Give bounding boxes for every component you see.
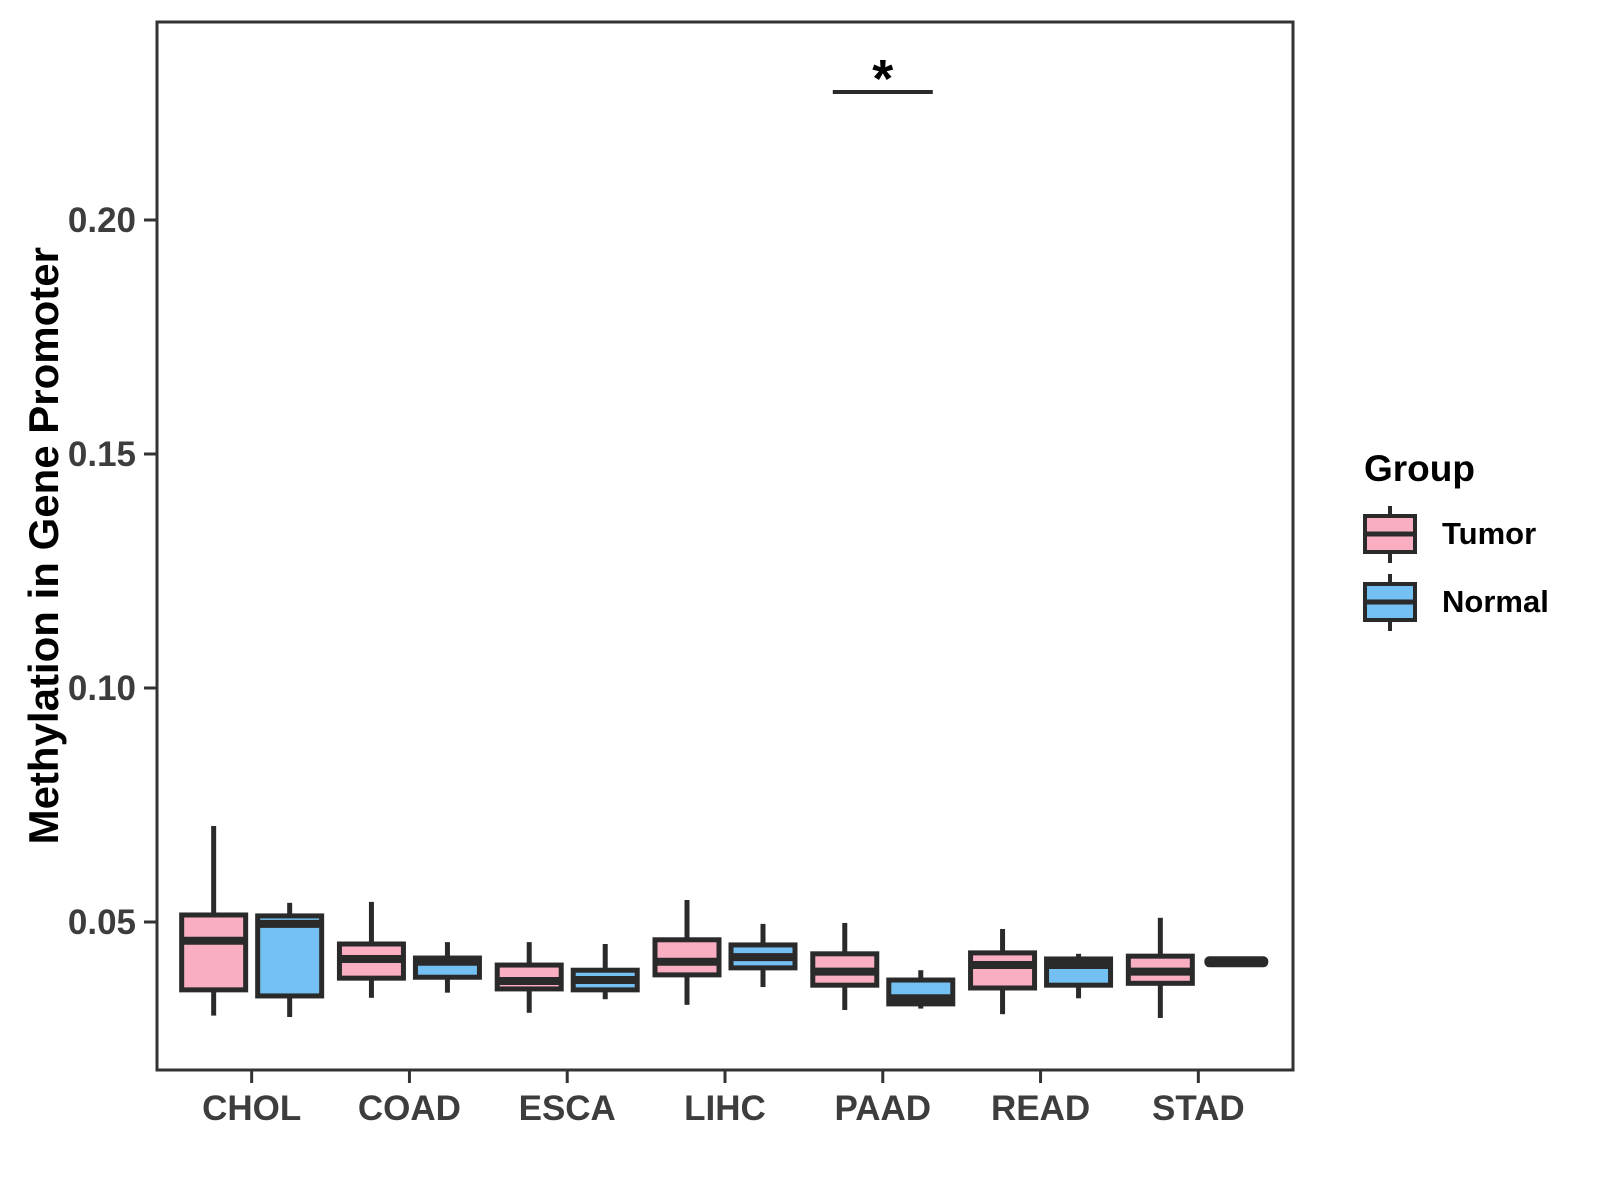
y-tick-label: 0.15	[68, 435, 136, 474]
y-tick-label: 0.05	[68, 903, 136, 942]
legend-item-tumor: Tumor	[1362, 500, 1549, 568]
x-tick-label: PAAD	[834, 1089, 931, 1128]
x-tick-label: CHOL	[202, 1089, 301, 1128]
box-STAD-normal-flat	[1204, 956, 1269, 968]
legend: Group Tumor Normal	[1362, 448, 1549, 636]
box-READ-tumor	[968, 950, 1038, 991]
x-tick-label: LIHC	[684, 1089, 766, 1128]
y-tick-label: 0.10	[68, 669, 136, 708]
legend-title: Group	[1364, 448, 1475, 489]
legend-key-tumor-boxplot-icon	[1363, 506, 1417, 563]
box-CHOL-tumor	[179, 912, 249, 993]
legend-label-normal: Normal	[1442, 584, 1549, 619]
panel-border	[155, 20, 1295, 1072]
legend-item-normal: Normal	[1362, 568, 1549, 636]
box-LIHC-tumor	[652, 937, 722, 978]
box-CHOL-normal	[255, 913, 325, 999]
x-tick-label: STAD	[1152, 1089, 1245, 1128]
y-tick-label: 0.20	[68, 201, 136, 240]
significance-star: *	[872, 49, 893, 109]
legend-key-normal-boxplot-icon	[1363, 574, 1417, 631]
x-tick-label: READ	[991, 1089, 1090, 1128]
legend-label-tumor: Tumor	[1442, 516, 1537, 551]
x-tick-label: ESCA	[519, 1089, 616, 1128]
x-tick-label: COAD	[358, 1089, 461, 1128]
